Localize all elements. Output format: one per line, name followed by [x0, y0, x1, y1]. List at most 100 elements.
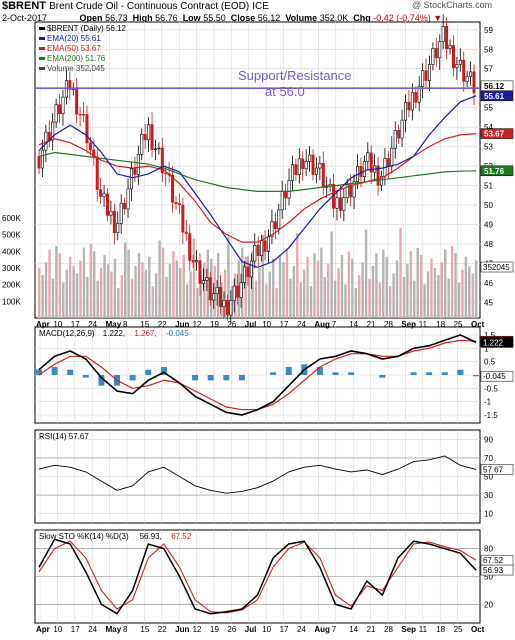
volume-bar: [254, 280, 258, 318]
x-tick-label: 25: [454, 320, 463, 329]
rsi-tick-label: 30: [484, 491, 493, 500]
x-tick-label: May: [106, 625, 122, 634]
macd-tick-label: 1.5: [484, 331, 496, 340]
volume-bar: [158, 240, 161, 318]
macd-histogram-bar: [441, 372, 448, 375]
x-tick-label: 8: [123, 625, 128, 634]
annotation-line2: at 56.0: [265, 84, 305, 99]
x-tick-label: 21: [367, 625, 376, 634]
x-tick-label: Jul: [245, 625, 257, 634]
volume-bar: [99, 267, 103, 318]
volume-bar: [364, 229, 368, 318]
macd-tick-label: 1: [484, 344, 489, 353]
candle-body: [280, 190, 284, 211]
x-tick-label: 10: [262, 320, 271, 329]
candle-body: [410, 92, 414, 111]
macd-line: [38, 334, 477, 416]
candle-body: [400, 119, 404, 139]
volume-bar: [68, 256, 72, 318]
ema50-line: [38, 133, 477, 243]
price-tick-label: 45: [484, 298, 493, 307]
last-value-box: [480, 128, 514, 139]
candle-body: [284, 190, 288, 199]
watermark: @ StockCharts.com: [412, 0, 493, 10]
volume-bar: [165, 277, 168, 318]
volume-bar: [392, 273, 395, 318]
volume-bar: [471, 273, 474, 318]
volume-bar: [96, 280, 99, 318]
x-tick-label: 12: [193, 625, 202, 634]
macd-histogram-bar: [51, 367, 58, 375]
price-tick-label: 48: [484, 240, 493, 249]
volume-bar: [75, 273, 79, 318]
volume-bar: [409, 251, 413, 318]
legend-swatch: [39, 67, 45, 70]
volume-tick-label: 600K: [2, 214, 21, 223]
volume-bar: [120, 275, 123, 318]
candle-body: [266, 236, 270, 252]
volume-bar: [271, 258, 275, 318]
last-value-box: [480, 165, 514, 177]
candle-body: [308, 154, 312, 162]
volume-last-label: 352045: [483, 263, 510, 272]
volume-bar: [289, 278, 292, 318]
macd-tick-label: -1.5: [484, 411, 498, 420]
x-tick-label: 10: [53, 625, 62, 634]
x-tick-label: 17: [280, 625, 289, 634]
macd-histogram-bar: [426, 372, 433, 375]
low-label: Low: [182, 13, 201, 23]
rsi-tick-label: 90: [484, 435, 493, 444]
candle-body: [438, 41, 442, 59]
rsi-tick-label: 70: [484, 454, 493, 463]
macd-histogram-bar: [129, 375, 136, 381]
candle-body: [174, 201, 178, 204]
legend-swatch: [39, 57, 45, 60]
volume-bar: [419, 255, 423, 318]
last-value-label: -0.045: [483, 372, 506, 381]
volume-bar: [313, 253, 316, 318]
volume-bar: [385, 256, 388, 318]
volume-bar: [347, 251, 351, 318]
x-tick-label: 28: [384, 320, 393, 329]
candle-body: [448, 45, 452, 49]
candle-body: [133, 168, 137, 175]
candle-body: [157, 147, 161, 150]
legend-entry: $BRENT (Daily) 56.12: [47, 24, 127, 33]
annotation-line1: Support/Resistance: [238, 68, 351, 83]
volume-bar: [378, 282, 382, 318]
macd-histogram-bar: [82, 375, 89, 378]
candle-body: [434, 48, 438, 59]
candle-body: [160, 147, 164, 174]
volume-bar: [51, 278, 55, 318]
volume-bar: [175, 260, 179, 318]
volume-bar: [168, 264, 172, 318]
volume-bar: [402, 277, 406, 318]
volume-bar: [199, 275, 203, 318]
candle-body: [349, 184, 353, 198]
volume-bar: [395, 260, 399, 318]
candle-body: [451, 45, 455, 69]
candle-body: [338, 197, 342, 211]
candle-body: [287, 180, 291, 199]
candle-body: [297, 158, 301, 175]
volume-bar: [388, 286, 392, 318]
x-tick-label: Oct: [471, 625, 485, 634]
x-tick-label: Sep: [401, 320, 416, 329]
volume-last-box: [480, 261, 514, 273]
volume-bar: [413, 280, 416, 318]
candle-body: [366, 152, 370, 162]
candle-body: [417, 86, 421, 103]
rsi-legend: RSI(14) 57.67: [39, 432, 89, 441]
macd-histogram-bar: [332, 372, 339, 375]
candle-body: [54, 104, 58, 123]
candle-body: [335, 197, 339, 209]
volume-tick-label: 200K: [2, 281, 21, 290]
volume-bar: [282, 262, 285, 318]
close-value: 56.12: [257, 13, 281, 23]
candle-body: [153, 148, 157, 150]
volume-bar: [38, 268, 41, 318]
sto-d-line: [38, 540, 477, 614]
volume-bar: [371, 266, 375, 318]
legend-entry: EMA(200) 51.76: [47, 54, 106, 63]
volume-bar: [433, 268, 437, 318]
